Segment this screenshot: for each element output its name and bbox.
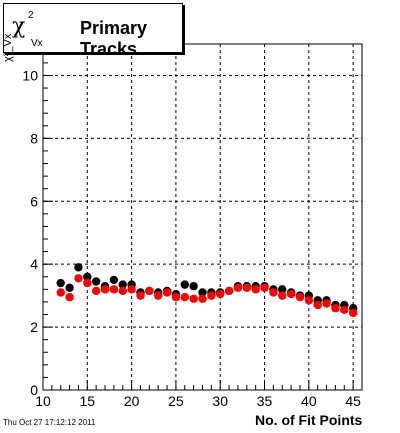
y-tick-label: 0 xyxy=(30,382,38,398)
data-point xyxy=(136,291,145,300)
data-point xyxy=(127,285,136,294)
data-point xyxy=(65,293,74,302)
data-point xyxy=(180,280,189,289)
data-point xyxy=(118,286,127,296)
data-point xyxy=(340,305,349,314)
data-point xyxy=(216,289,225,299)
data-point xyxy=(74,263,83,272)
timestamp: Thu Oct 27 17:12:12 2011 xyxy=(3,418,96,427)
data-point xyxy=(91,277,101,286)
data-point xyxy=(233,283,243,292)
data-point xyxy=(348,308,358,318)
x-axis-label: No. of Fit Points xyxy=(255,412,363,428)
data-point xyxy=(65,283,74,292)
data-point xyxy=(278,291,287,300)
chart-title: Primary Tracks xyxy=(80,18,148,59)
x-tick-label: 10 xyxy=(35,393,51,409)
data-point xyxy=(189,294,198,303)
data-point xyxy=(56,278,65,288)
data-point xyxy=(171,293,181,302)
axis-ticks: 10 15 20 25 30 35 40 45 0 2 4 6 8 10 xyxy=(22,49,363,409)
data-point xyxy=(198,294,207,303)
data-point xyxy=(118,280,127,289)
data-point xyxy=(313,300,322,310)
data-point xyxy=(198,288,207,297)
data-point xyxy=(109,275,119,285)
data-point xyxy=(242,283,252,292)
data-point xyxy=(153,291,163,300)
data-point xyxy=(100,285,110,294)
x-tick-label: 45 xyxy=(345,393,361,409)
data-point xyxy=(286,289,296,299)
data-point xyxy=(109,285,119,294)
data-point xyxy=(180,293,189,302)
data-point xyxy=(189,282,198,291)
title-superscript: 2 xyxy=(28,10,34,21)
data-point xyxy=(91,286,101,296)
data-point xyxy=(74,274,83,283)
data-points xyxy=(56,263,358,318)
x-tick-label: 25 xyxy=(168,393,184,409)
data-point xyxy=(145,286,154,296)
grid-lines xyxy=(42,44,362,391)
data-point xyxy=(83,272,92,281)
data-point xyxy=(295,293,305,302)
title-subscript: Vx xyxy=(31,38,43,49)
data-point xyxy=(269,288,278,297)
y-tick-label: 8 xyxy=(30,130,38,146)
y-axis-label: χ²_Vx xyxy=(2,33,14,62)
data-point xyxy=(56,288,65,297)
x-tick-label: 40 xyxy=(301,393,317,409)
data-point xyxy=(304,296,314,305)
y-tick-label: 4 xyxy=(30,256,38,272)
y-tick-label: 10 xyxy=(22,67,38,83)
data-point xyxy=(162,288,172,297)
plot-frame xyxy=(42,43,363,391)
y-tick-label: 2 xyxy=(30,319,38,335)
x-tick-label: 30 xyxy=(212,393,228,409)
title-chi-symbol: χ xyxy=(12,14,26,39)
data-point xyxy=(251,285,260,294)
y-tick-label: 6 xyxy=(30,193,38,209)
data-point xyxy=(322,299,331,308)
data-point xyxy=(224,286,234,296)
x-tick-label: 15 xyxy=(80,393,96,409)
data-point xyxy=(331,304,340,313)
x-tick-label: 20 xyxy=(124,393,140,409)
data-point xyxy=(207,291,216,300)
title-box: χ 2 Vx Primary Tracks xyxy=(3,3,183,59)
data-point xyxy=(278,285,287,294)
data-point xyxy=(83,278,92,288)
x-tick-label: 35 xyxy=(257,393,273,409)
data-point xyxy=(260,283,269,292)
